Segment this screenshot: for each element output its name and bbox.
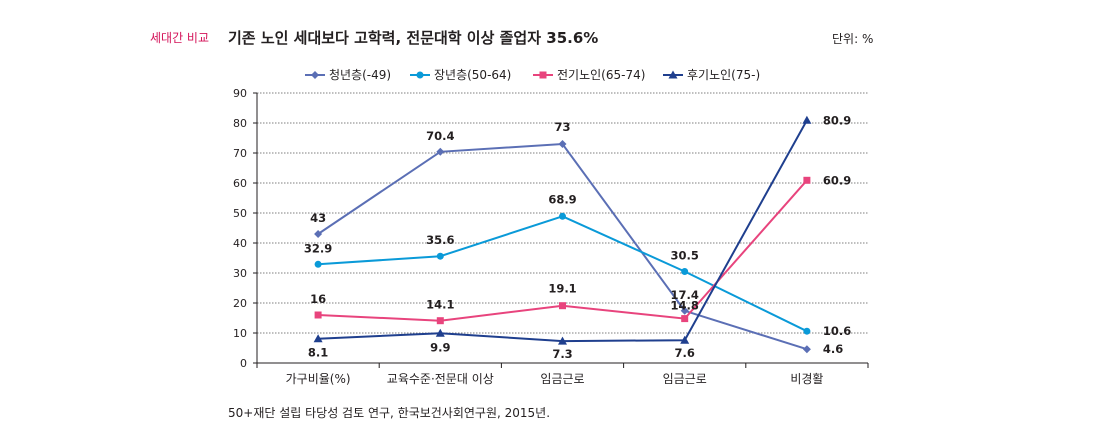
data-point-square bbox=[314, 311, 322, 319]
y-tick-label: 20 bbox=[233, 297, 247, 310]
legend-entry: 후기노인(75-) bbox=[687, 68, 760, 82]
data-label: 19.1 bbox=[548, 282, 576, 296]
data-point-triangle bbox=[558, 336, 567, 345]
y-tick-label: 40 bbox=[233, 237, 247, 250]
data-point-diamond bbox=[802, 345, 811, 354]
y-tick-label: 60 bbox=[233, 177, 247, 190]
data-label: 10.6 bbox=[823, 324, 851, 338]
y-tick-label: 10 bbox=[233, 327, 247, 340]
y-tick-label: 50 bbox=[233, 207, 247, 220]
data-label: 80.9 bbox=[823, 113, 851, 127]
data-point-circle bbox=[314, 260, 322, 268]
y-tick-label: 90 bbox=[233, 87, 247, 100]
data-point-diamond bbox=[680, 306, 689, 315]
data-label: 16 bbox=[310, 292, 326, 306]
data-label: 9.9 bbox=[430, 340, 450, 354]
data-point-circle bbox=[436, 252, 444, 260]
data-point-square bbox=[436, 317, 444, 325]
legend-entry: 장년층(50-64) bbox=[434, 68, 511, 82]
data-point-diamond bbox=[558, 140, 567, 148]
data-label: 4.6 bbox=[823, 342, 843, 356]
x-category-label: 교육수준·전문대 이상 bbox=[387, 372, 494, 386]
data-point-triangle bbox=[313, 334, 323, 343]
data-label: 30.5 bbox=[671, 249, 699, 263]
data-label: 35.6 bbox=[426, 233, 454, 247]
data-point-square bbox=[539, 71, 547, 79]
data-label: 70.4 bbox=[426, 129, 454, 143]
data-point-triangle bbox=[668, 70, 678, 79]
data-point-diamond bbox=[314, 230, 323, 238]
y-tick-label: 80 bbox=[233, 117, 247, 130]
data-point-square bbox=[803, 176, 811, 184]
data-point-diamond bbox=[436, 147, 445, 156]
data-label: 8.1 bbox=[308, 346, 328, 360]
section-tag: 세대간 비교 bbox=[150, 31, 210, 45]
data-point-square bbox=[681, 315, 689, 323]
unit-label: 단위: % bbox=[832, 32, 874, 46]
data-point-circle bbox=[803, 327, 811, 335]
x-category-label: 임금근로 bbox=[663, 372, 707, 386]
legend-entry: 전기노인(65-74) bbox=[557, 68, 645, 82]
y-tick-label: 0 bbox=[240, 357, 247, 370]
data-label: 73 bbox=[554, 120, 570, 134]
y-tick-label: 70 bbox=[233, 147, 247, 160]
data-point-square bbox=[559, 302, 566, 310]
data-label: 14.8 bbox=[671, 299, 699, 313]
x-category-label: 가구비율(%) bbox=[286, 372, 351, 386]
data-point-triangle bbox=[435, 328, 445, 337]
data-label: 17.4 bbox=[671, 288, 699, 302]
x-category-label: 임금근로 bbox=[540, 372, 584, 386]
source-note: 50+재단 설립 타당성 검토 연구, 한국보건사회연구원, 2015년. bbox=[228, 406, 551, 420]
data-label: 7.3 bbox=[552, 347, 572, 361]
x-category-label: 비경활 bbox=[790, 372, 823, 386]
data-label: 14.1 bbox=[426, 298, 454, 312]
data-label: 7.6 bbox=[675, 346, 695, 360]
data-point-triangle bbox=[802, 115, 812, 124]
data-label: 43 bbox=[310, 211, 326, 225]
data-label: 32.9 bbox=[304, 241, 332, 255]
data-point-diamond bbox=[311, 71, 319, 79]
data-label: 68.9 bbox=[548, 192, 576, 206]
data-point-circle bbox=[559, 212, 566, 220]
data-point-circle bbox=[416, 71, 424, 79]
series-line bbox=[318, 215, 808, 333]
data-point-triangle bbox=[680, 335, 690, 344]
chart-title: 기존 노인 세대보다 고학력, 전문대학 이상 졸업자 35.6% bbox=[228, 29, 599, 47]
data-label: 60.9 bbox=[823, 173, 851, 187]
data-point-circle bbox=[681, 268, 689, 275]
y-tick-label: 30 bbox=[233, 267, 247, 280]
legend-entry: 청년층(-49) bbox=[329, 68, 391, 82]
